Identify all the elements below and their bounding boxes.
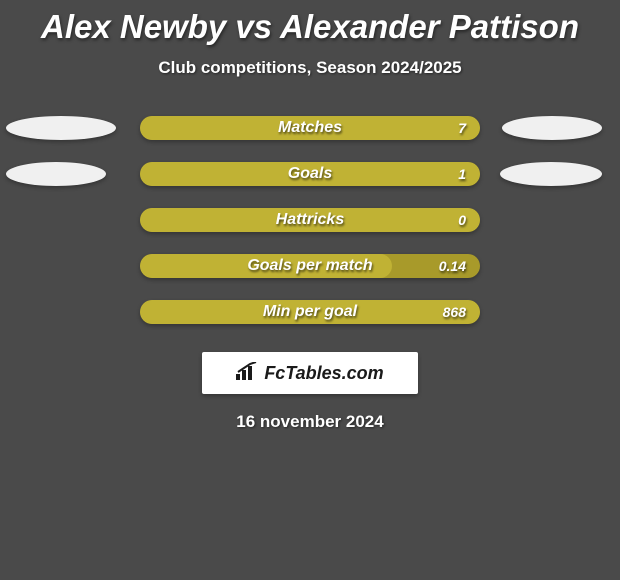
bar-value: 1 — [458, 162, 466, 186]
stat-row: Matches7 — [0, 116, 620, 140]
brand-box: FcTables.com — [202, 352, 418, 394]
bar-value: 0 — [458, 208, 466, 232]
bar-label: Goals per match — [140, 254, 480, 278]
bar-track: Goals1 — [140, 162, 480, 186]
ellipse-right — [500, 162, 602, 186]
stat-rows: Matches7Goals1Hattricks0Goals per match0… — [0, 116, 620, 324]
subtitle: Club competitions, Season 2024/2025 — [0, 58, 620, 78]
bar-track: Min per goal868 — [140, 300, 480, 324]
bar-label: Hattricks — [140, 208, 480, 232]
stat-row: Goals per match0.14 — [0, 254, 620, 278]
bar-label: Min per goal — [140, 300, 480, 324]
ellipse-left — [6, 162, 106, 186]
chart-icon — [236, 362, 258, 385]
ellipse-left — [6, 116, 116, 140]
bar-value: 7 — [458, 116, 466, 140]
stat-row: Min per goal868 — [0, 300, 620, 324]
stat-row: Hattricks0 — [0, 208, 620, 232]
page-title: Alex Newby vs Alexander Pattison — [0, 0, 620, 46]
bar-track: Hattricks0 — [140, 208, 480, 232]
ellipse-right — [502, 116, 602, 140]
brand-text: FcTables.com — [264, 363, 383, 384]
bar-track: Matches7 — [140, 116, 480, 140]
bar-value: 868 — [443, 300, 466, 324]
bar-label: Goals — [140, 162, 480, 186]
stat-row: Goals1 — [0, 162, 620, 186]
bar-track: Goals per match0.14 — [140, 254, 480, 278]
date-label: 16 november 2024 — [0, 412, 620, 432]
bar-label: Matches — [140, 116, 480, 140]
bar-value: 0.14 — [439, 254, 466, 278]
